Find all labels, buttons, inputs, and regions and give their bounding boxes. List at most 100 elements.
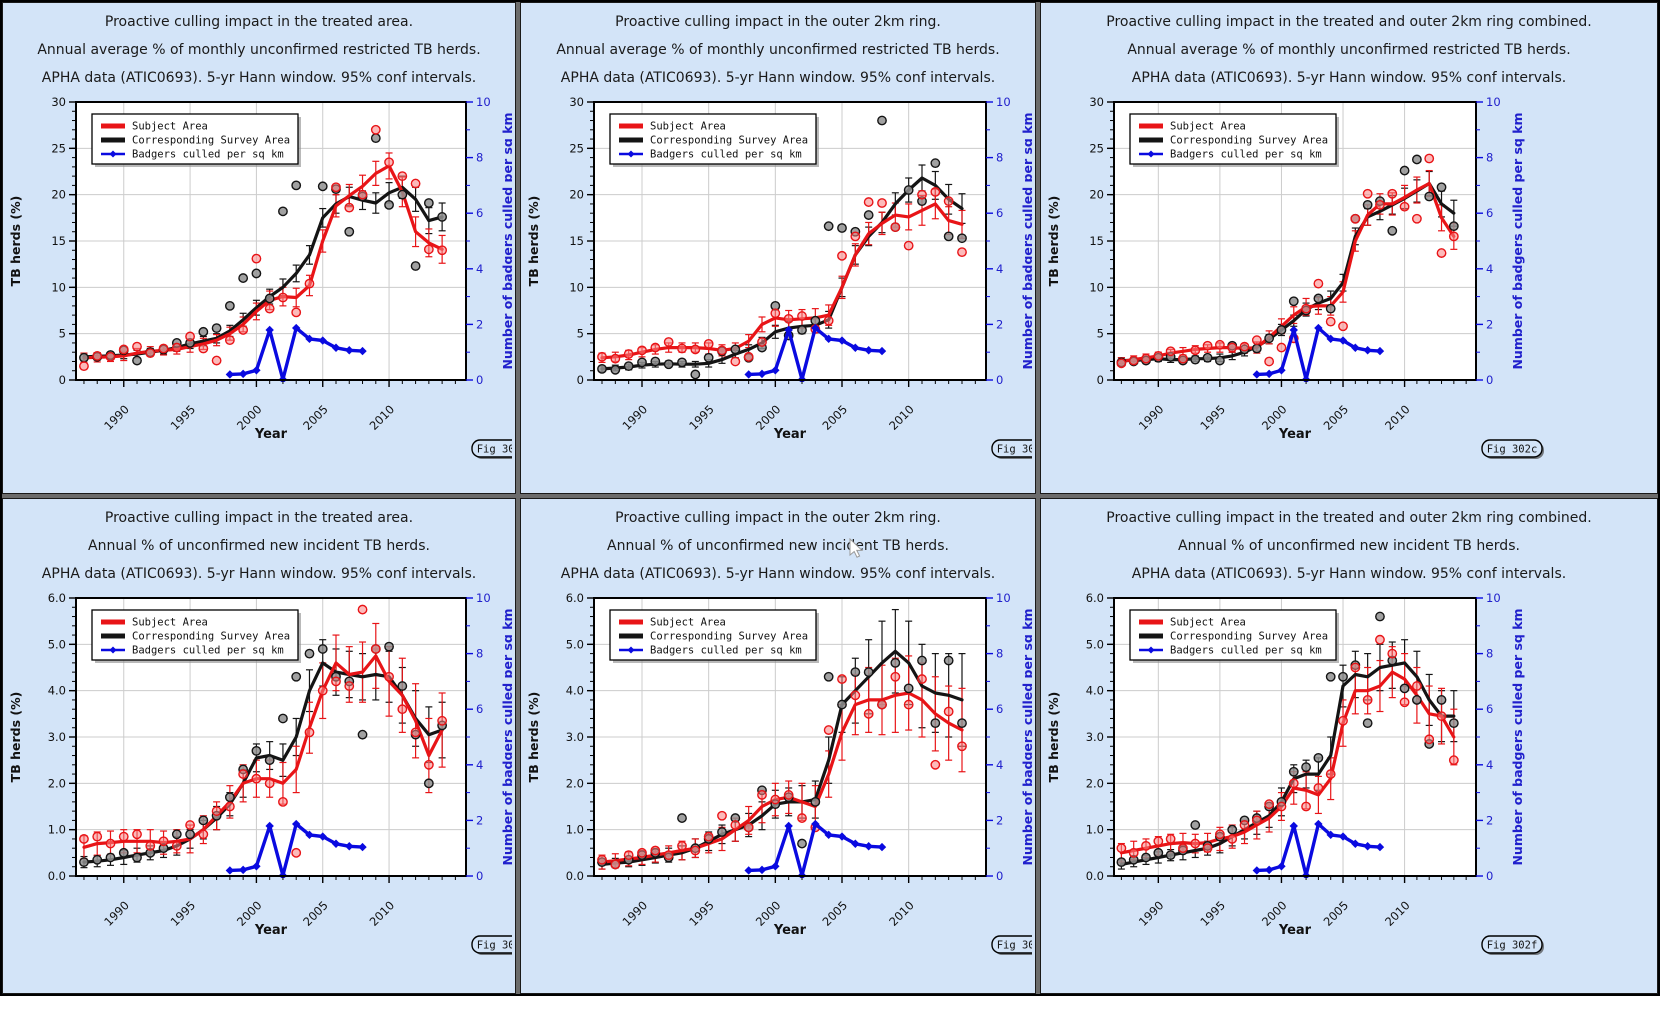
- svg-text:0: 0: [59, 373, 66, 387]
- panel-title-line2: Annual % of unconfirmed new incident TB …: [607, 538, 949, 554]
- svg-text:1.0: 1.0: [48, 823, 66, 837]
- chart-canvas: 1990 1995 20 0 0 2005 2010 0 5 10 15 20 25 30 0 2 4 6 8 10 Y…: [526, 95, 1032, 459]
- right-axis: 0 2 4 6 8 10: [986, 591, 1011, 883]
- svg-text:2010: 2010: [367, 898, 398, 929]
- svg-text:Fig 302a: Fig 302a: [477, 444, 512, 456]
- svg-text:1995: 1995: [168, 898, 199, 929]
- svg-text:3.0: 3.0: [48, 730, 66, 744]
- scatter-subject-area: [597, 186, 967, 367]
- series-badgers-culled: [1252, 323, 1385, 382]
- series-badgers-culled: [225, 323, 367, 382]
- svg-text:Corresponding Survey Area: Corresponding Survey Area: [650, 135, 808, 147]
- left-axis: 0.0 1.0 2.0 3.0 4.0 5.0 6.0: [566, 591, 594, 883]
- left-axis: 0.0 1.0 2.0 3.0 4.0 5.0 6.0: [1086, 591, 1114, 883]
- legend: Subject Area Corresponding Survey Area Bad…: [91, 113, 301, 167]
- legend: Subject Area Corresponding Survey Area Bad…: [1129, 113, 1339, 167]
- svg-text:0.0: 0.0: [566, 869, 584, 883]
- x-axis: 1990 1995 2000 2005 2010: [601, 380, 976, 433]
- svg-text:3.0: 3.0: [1086, 730, 1104, 744]
- svg-text:1990: 1990: [101, 898, 132, 929]
- svg-text:6: 6: [476, 702, 483, 716]
- left-axis-label: TB herds (%): [1046, 196, 1061, 287]
- fig-badge: Fig 302a: [471, 439, 512, 459]
- line-subject-area: [600, 691, 964, 864]
- svg-text:25: 25: [1089, 141, 1104, 155]
- x-axis: 1990 1995 2000 2005 2010: [83, 876, 456, 929]
- svg-text:4.0: 4.0: [1086, 684, 1104, 698]
- svg-text:0: 0: [476, 869, 483, 883]
- svg-text:Subject Area: Subject Area: [132, 121, 208, 133]
- x-axis: 1990 1995 2000 2005 2010: [1120, 876, 1467, 929]
- svg-text:8: 8: [476, 647, 483, 661]
- svg-text:1990: 1990: [1136, 402, 1167, 433]
- svg-text:0: 0: [996, 869, 1003, 883]
- svg-text:1995: 1995: [686, 402, 717, 433]
- svg-text:2005: 2005: [300, 402, 331, 433]
- svg-text:Badgers culled per sq km: Badgers culled per sq km: [1170, 149, 1322, 161]
- fig-badge: Fig 302e: [991, 935, 1032, 955]
- svg-text:Subject Area: Subject Area: [650, 121, 726, 133]
- fig-badge: Fig 302c: [1481, 439, 1544, 459]
- plot-series: [79, 604, 448, 878]
- plot-series: [79, 124, 448, 382]
- svg-text:10: 10: [51, 280, 66, 294]
- svg-text:2.0: 2.0: [566, 776, 584, 790]
- svg-text:6: 6: [996, 702, 1003, 716]
- svg-text:10: 10: [996, 591, 1011, 605]
- panel-title-line3: APHA data (ATIC0693). 5-yr Hann window. …: [41, 566, 477, 582]
- svg-text:6: 6: [476, 206, 483, 220]
- svg-text:15: 15: [1089, 234, 1104, 248]
- right-axis-label: Number of badgers culled per sq km: [1020, 112, 1032, 369]
- svg-text:Fig 302f: Fig 302f: [1487, 940, 1538, 952]
- svg-text:2005: 2005: [1321, 898, 1352, 929]
- left-axis-label: TB herds (%): [1046, 692, 1061, 783]
- svg-text:2005: 2005: [1321, 402, 1352, 433]
- chart-canvas: 1990 1995 20 0 0 2005 2010 0 5 10 15 20 25 30 0 2 4 6 8 10 Y…: [8, 95, 512, 459]
- x-axis-label: Year: [254, 427, 288, 442]
- legend: Subject Area Corresponding Survey Area Bad…: [91, 609, 301, 663]
- svg-text:8: 8: [996, 151, 1003, 165]
- panel-titles: Proactive culling impact in the outer 2k…: [521, 499, 1035, 588]
- legend: Subject Area Corresponding Survey Area Bad…: [609, 609, 819, 663]
- panel-titles: Proactive culling impact in the treated …: [3, 3, 515, 92]
- svg-text:2005: 2005: [300, 898, 331, 929]
- svg-text:Fig 302d: Fig 302d: [477, 940, 512, 952]
- svg-text:Subject Area: Subject Area: [650, 617, 726, 629]
- right-axis-label: Number of badgers culled per sq km: [1510, 608, 1525, 865]
- svg-text:1990: 1990: [620, 898, 651, 929]
- scatter-subject-area: [79, 604, 448, 858]
- svg-text:Corresponding Survey Area: Corresponding Survey Area: [650, 631, 808, 643]
- line-subject-area: [82, 164, 444, 360]
- panel-titles: Proactive culling impact in the outer 2k…: [521, 3, 1035, 92]
- figure-panel: Proactive culling impact in the treated …: [2, 498, 516, 994]
- svg-text:4: 4: [1486, 758, 1493, 772]
- series-badgers-culled: [225, 819, 367, 878]
- left-axis-label: TB herds (%): [526, 196, 541, 287]
- svg-text:2010: 2010: [886, 898, 917, 929]
- line-subject-area: [600, 202, 964, 360]
- legend: Subject Area Corresponding Survey Area Bad…: [1129, 609, 1339, 663]
- scatter-subject-area: [1116, 153, 1459, 369]
- svg-text:0: 0: [996, 373, 1003, 387]
- line-survey-area: [600, 176, 964, 371]
- svg-text:2: 2: [1486, 813, 1493, 827]
- svg-text:2.0: 2.0: [1086, 776, 1104, 790]
- right-axis-label: Number of badgers culled per sq km: [500, 608, 512, 865]
- svg-text:1.0: 1.0: [566, 823, 584, 837]
- x-axis-label: Year: [254, 923, 288, 938]
- line-survey-area: [600, 649, 964, 866]
- svg-text:10: 10: [996, 95, 1011, 109]
- chart-canvas: 1990 1995 2000 2005 20100.01.02.03.04.05.06.…: [526, 591, 1032, 955]
- svg-text:1995: 1995: [168, 402, 199, 433]
- svg-text:2: 2: [996, 813, 1003, 827]
- panel-title-line3: APHA data (ATIC0693). 5-yr Hann window. …: [1131, 70, 1567, 86]
- svg-text:5.0: 5.0: [566, 637, 584, 651]
- figure-panel: Proactive culling impact in the outer 2k…: [520, 498, 1036, 994]
- svg-text:6: 6: [996, 206, 1003, 220]
- svg-text:6: 6: [1486, 702, 1493, 716]
- panel-title-line1: Proactive culling impact in the outer 2k…: [615, 510, 941, 526]
- line-survey-area: [1119, 661, 1456, 866]
- svg-text:Badgers culled per sq km: Badgers culled per sq km: [132, 149, 284, 161]
- plot-series: [1116, 611, 1459, 878]
